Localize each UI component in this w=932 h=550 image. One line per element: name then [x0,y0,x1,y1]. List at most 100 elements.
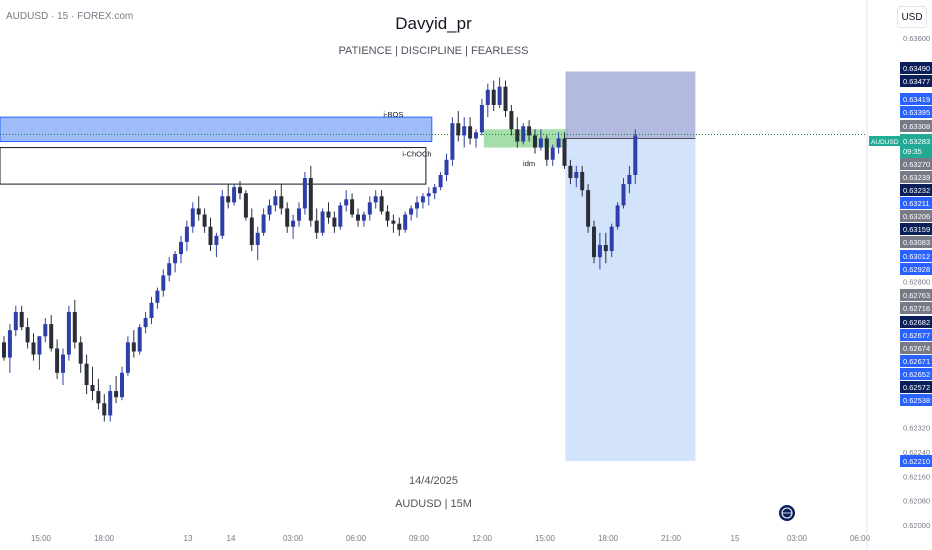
symbol-label: AUDUSD · 15 · FOREX.com [6,11,134,22]
candle-body [37,336,42,355]
candle [190,202,195,233]
annotation-label: i-BOS [383,110,403,119]
supply-zone[interactable] [0,116,433,142]
candle [78,336,83,373]
candle-body [108,391,113,416]
candle-body [208,226,213,245]
candle [527,120,532,142]
y-tick-label: 0.63600 [903,34,930,43]
y-tick-label: 0.62240 [903,448,930,457]
x-axis[interactable]: 15:00 18:00 13 14 03:00 06:00 09:00 12:00 15:00 1… [31,534,871,543]
candle [409,205,414,221]
globe-icon[interactable] [779,505,795,521]
price-label-bg [900,329,932,341]
price-label-text: 0.63083 [903,238,930,247]
candle-body [7,330,12,358]
candle [179,235,183,264]
candle [403,211,408,233]
candle-body [403,214,408,230]
candle [184,220,189,252]
x-tick-label: 15 [731,534,740,543]
candle [90,366,95,401]
candle [456,111,461,142]
position-stop-zone[interactable] [565,71,696,139]
y-axis[interactable]: 0.63600 0.62800 0.62320 0.62240 0.62160 0.620… [866,0,930,550]
price-label: 0.62677 [900,329,932,341]
price-label-bg [900,289,932,301]
price-label: 0.63012 [900,250,932,262]
candle [102,394,107,422]
x-tick-label: 15:00 [535,534,556,543]
candle-body [326,211,331,218]
current-price-bg [900,134,932,158]
price-label: 0.63477 [900,75,932,87]
candle-body [255,232,260,245]
price-label-bg [900,455,932,467]
x-tick-label: 13 [184,534,193,543]
candle-body [350,199,355,215]
price-label-bg [900,368,932,380]
price-label-bg [900,302,932,314]
candle-body [131,342,136,352]
candle [503,80,508,118]
candle [31,333,36,361]
candle [267,199,272,221]
candle-body [49,324,54,349]
candle-body [314,220,319,233]
y-tick-label: 0.62000 [903,521,930,530]
y-tick-label: 0.62320 [903,424,930,433]
x-tick-label: 12:00 [472,534,493,543]
current-price-countdown: 09:35 [903,147,922,156]
candle [2,336,6,361]
price-label: 0.62572 [900,381,932,393]
candle [291,214,296,239]
candle [173,251,178,273]
x-tick-label: 06:00 [850,534,871,543]
candle [108,384,113,422]
outline-zone[interactable] [0,147,427,185]
candle-body [114,391,119,398]
candle-body [96,391,101,404]
price-label-bg [900,210,932,222]
currency-button[interactable]: USD [897,6,927,28]
candle [597,232,602,270]
candle [391,214,396,233]
price-label: 0.63490 [900,62,932,74]
candle-body [356,214,360,221]
position-target-zone[interactable] [565,138,696,462]
candle [462,117,467,148]
candle [350,193,355,218]
candle [314,208,319,239]
candle-body [568,165,573,179]
candle-body [173,254,178,264]
candle-body [302,178,307,209]
candle [84,354,89,395]
price-label: 0.63419 [900,93,932,105]
candle-body [78,342,83,364]
candle-body [243,193,248,218]
candle [297,202,301,227]
x-tick-label: 06:00 [346,534,367,543]
price-label: 0.62671 [900,355,932,367]
price-label-bg [900,120,932,132]
candle [49,314,54,352]
candle [497,77,502,109]
price-label: 0.63239 [900,171,932,183]
candle-body [367,202,372,215]
candle [426,187,431,206]
candle-body [279,196,284,209]
zones-layer [0,116,568,185]
price-label-bg [900,394,932,406]
candle [438,171,443,191]
candle [450,117,455,166]
candle-body [544,138,549,160]
demand-zone[interactable] [483,129,568,148]
candle [243,190,248,221]
candle [226,184,231,209]
candle [214,232,219,258]
candle [255,226,260,261]
candle-body [102,403,107,416]
candle [66,305,71,361]
candle-body [179,241,183,255]
